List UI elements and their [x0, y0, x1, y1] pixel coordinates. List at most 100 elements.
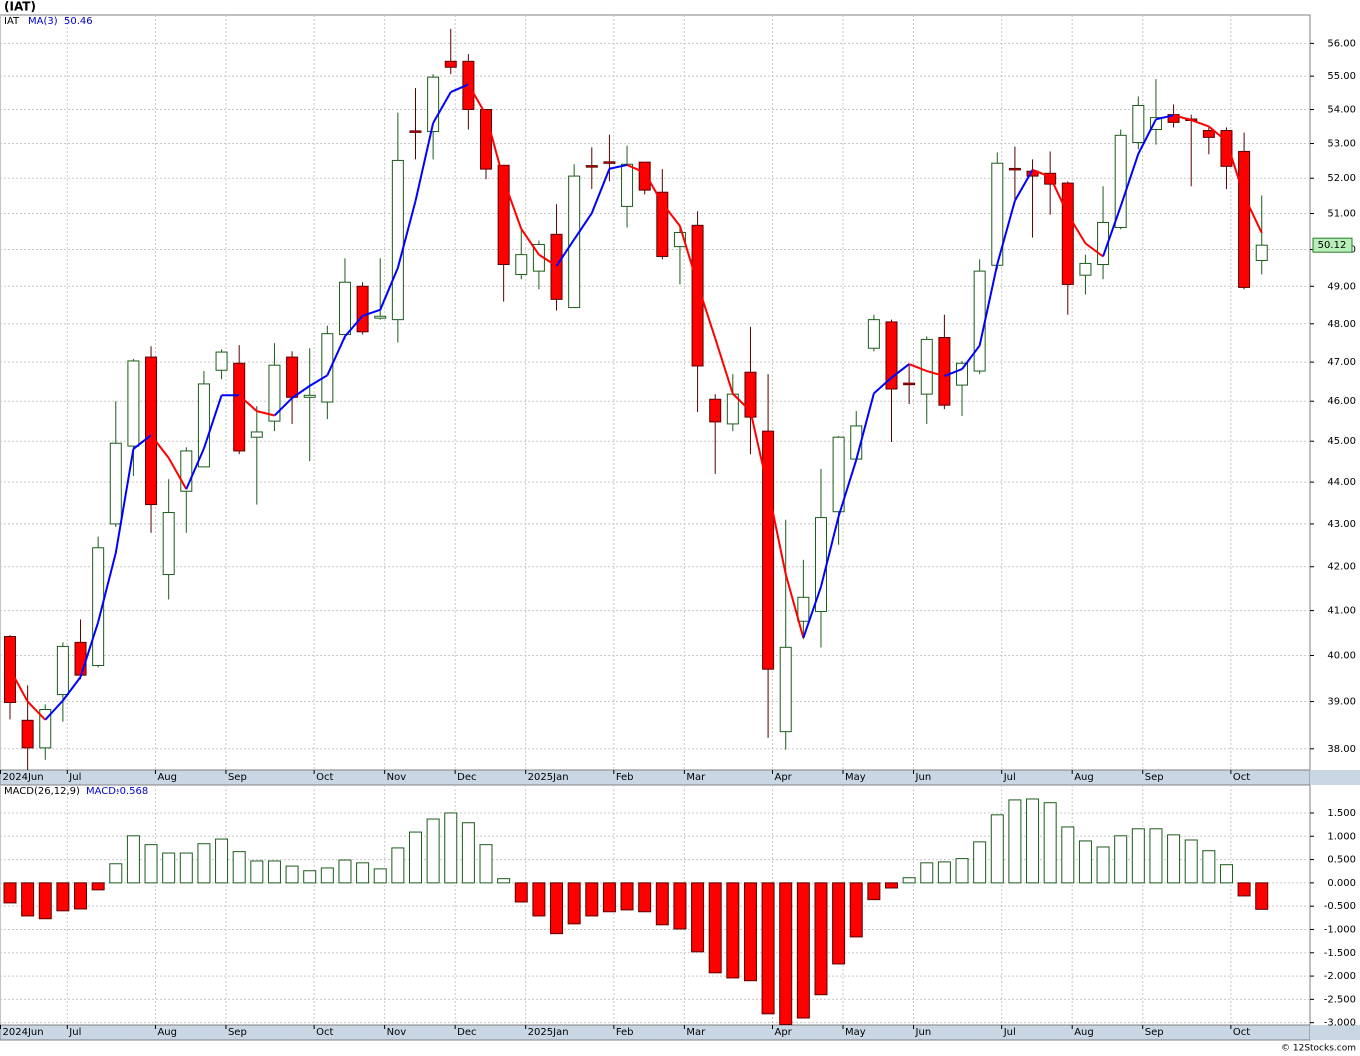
ma-line [573, 212, 593, 240]
x-tick-label: Oct [1233, 772, 1250, 783]
y-tick-label: 41.00 [1327, 606, 1356, 617]
macd-bar [1202, 850, 1216, 884]
y-tick-label: -3.000 [1324, 1018, 1356, 1029]
candle-body [550, 233, 563, 300]
ma-line [678, 225, 699, 285]
price-marks [4, 28, 1268, 770]
macd-bar [1026, 798, 1040, 884]
ma-line [44, 699, 64, 721]
x-tick-label: Jun [915, 1027, 932, 1038]
x-tick-label: Mar [686, 1027, 706, 1038]
candle-body [21, 719, 34, 749]
y-tick-label: 1.500 [1327, 808, 1356, 819]
macd-bar [550, 882, 564, 935]
ma-line [1208, 125, 1228, 142]
candle-body [374, 315, 387, 319]
candle-body [920, 338, 933, 395]
candle-body [568, 175, 581, 309]
x-tick-label: Dec [457, 1027, 476, 1038]
candle-body [356, 285, 369, 333]
x-tick-label: Nov [387, 772, 407, 783]
ma-line [450, 83, 469, 94]
ma-line [696, 283, 717, 339]
candle-body [391, 159, 404, 321]
macd-bar [673, 882, 687, 930]
x-tick-label: Aug [1074, 772, 1094, 783]
x-tick-label: Sep [228, 1027, 247, 1038]
ma-line [114, 448, 135, 554]
candle-body [74, 641, 87, 676]
candle-body [286, 356, 299, 398]
x-tick-label: 2025Jan [528, 772, 569, 783]
price-grid [0, 15, 1310, 770]
candle-body [973, 270, 986, 372]
macd-bar [743, 882, 757, 982]
ma-line [132, 434, 152, 450]
macd-bar [74, 882, 88, 910]
macd-bar [814, 882, 828, 996]
macd-bar [21, 882, 35, 917]
macd-bar [285, 865, 299, 884]
candle-body [832, 436, 845, 513]
ma-line [784, 573, 805, 639]
ma-line [414, 122, 435, 202]
macd-bar [708, 882, 722, 974]
candle-body [303, 394, 316, 398]
legend-ma: MA(3) [28, 16, 58, 27]
macd-bar [3, 882, 17, 904]
macd-bar [885, 882, 898, 889]
ma-line [344, 315, 364, 338]
ma-line [837, 459, 858, 517]
y-tick-label: 52.00 [1327, 173, 1356, 184]
ma-line [714, 337, 734, 395]
macd-bar [1043, 802, 1057, 884]
x-tick-label: Sep [1145, 772, 1164, 783]
ma-line [996, 200, 1016, 265]
macd-bar [655, 882, 669, 926]
price-panel [0, 14, 1311, 771]
y-tick-label: 48.00 [1327, 319, 1356, 330]
candle-body [39, 709, 52, 749]
ma-line [362, 308, 381, 317]
y-tick-label: -1.000 [1324, 924, 1356, 935]
candle-body [603, 161, 616, 164]
ma-line [978, 263, 999, 346]
ma-line [961, 344, 981, 370]
ma-line [485, 114, 505, 181]
ma-line [1066, 213, 1087, 244]
macd-bar [849, 882, 863, 938]
date-strip [0, 769, 1311, 786]
ma-line [396, 200, 417, 269]
candle-body [885, 321, 898, 390]
candle-body [56, 645, 69, 696]
candle-body [638, 161, 651, 191]
x-tick-label: Aug [1074, 1027, 1094, 1038]
macd-bar [514, 882, 528, 903]
y-tick-label: -2.000 [1324, 971, 1356, 982]
macd-bar [955, 858, 969, 884]
macd-bar [1078, 840, 1092, 884]
macd-bar [602, 882, 616, 913]
ma-line [9, 668, 29, 703]
ma-line [820, 516, 840, 588]
macd-bar [1219, 864, 1233, 884]
candle-body [673, 232, 686, 248]
legend-macd: MACD(26,12,9) [4, 786, 80, 797]
y-tick-label: 0.000 [1327, 878, 1356, 889]
macd-bar [320, 867, 334, 884]
y-tick-label: 55.00 [1327, 71, 1356, 82]
candle-body [867, 319, 880, 349]
macd-bar [761, 882, 775, 1015]
x-tick-label: Feb [616, 1027, 634, 1038]
candle-body [585, 165, 598, 168]
candle-body [797, 596, 810, 622]
y-tick-label: -1.500 [1324, 948, 1356, 959]
ma-line [62, 676, 82, 702]
macd-bar [479, 844, 493, 884]
candle-body [956, 362, 969, 386]
macd-bar [56, 882, 70, 912]
ma-line [1049, 176, 1069, 215]
macd-bar [1184, 839, 1198, 884]
candle-body [1149, 117, 1162, 131]
x-tick-label: Dec [457, 772, 476, 783]
